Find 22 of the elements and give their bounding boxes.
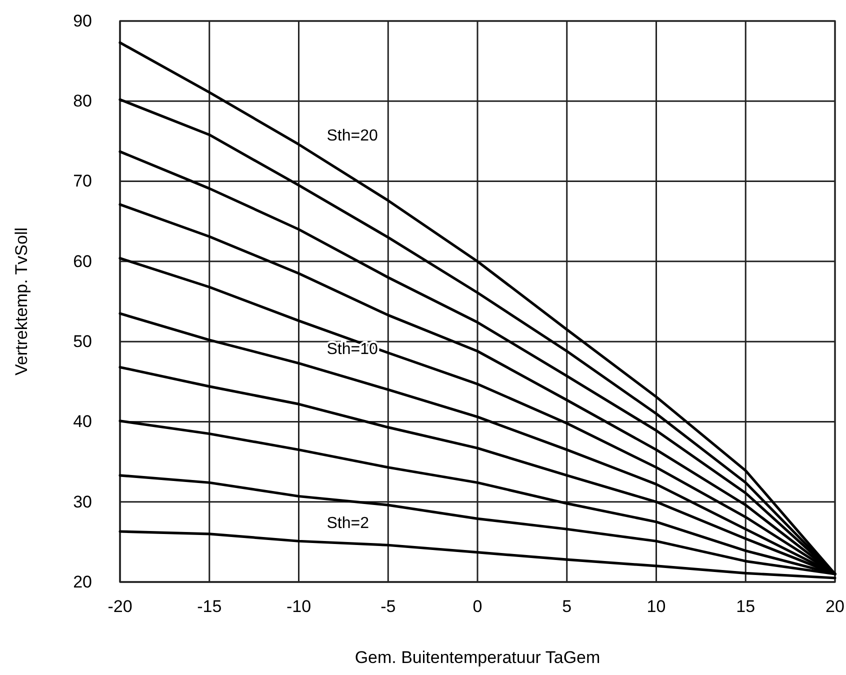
y-tick-label: 70: [73, 172, 92, 191]
y-tick-label: 80: [73, 92, 92, 111]
x-tick-label: -10: [286, 597, 312, 616]
x-tick-label: -20: [108, 597, 132, 616]
x-tick-label: -5: [380, 597, 396, 616]
y-tick-label: 90: [73, 11, 92, 30]
x-tick-label: -15: [197, 597, 222, 616]
y-tick-label: 60: [73, 252, 92, 271]
x-tick-label: 0: [472, 597, 482, 616]
series-label: Sth=20: [326, 127, 378, 144]
y-tick-label: 20: [73, 572, 92, 592]
x-tick-label: 20: [826, 597, 844, 616]
series-label: Sth=2: [326, 514, 370, 532]
x-axis-title: Gem. Buitentemperatuur TaGem: [354, 648, 600, 667]
y-tick-label: 30: [73, 492, 92, 512]
x-tick-label: 10: [646, 597, 666, 616]
y-tick-label: 40: [73, 412, 92, 432]
series-label: Sth=10: [326, 340, 378, 358]
x-tick-label: 5: [562, 597, 572, 616]
y-axis-title: Vertrektemp. TvSoll: [12, 227, 31, 376]
y-tick-label: 50: [73, 332, 92, 352]
x-tick-label: 15: [736, 597, 756, 616]
